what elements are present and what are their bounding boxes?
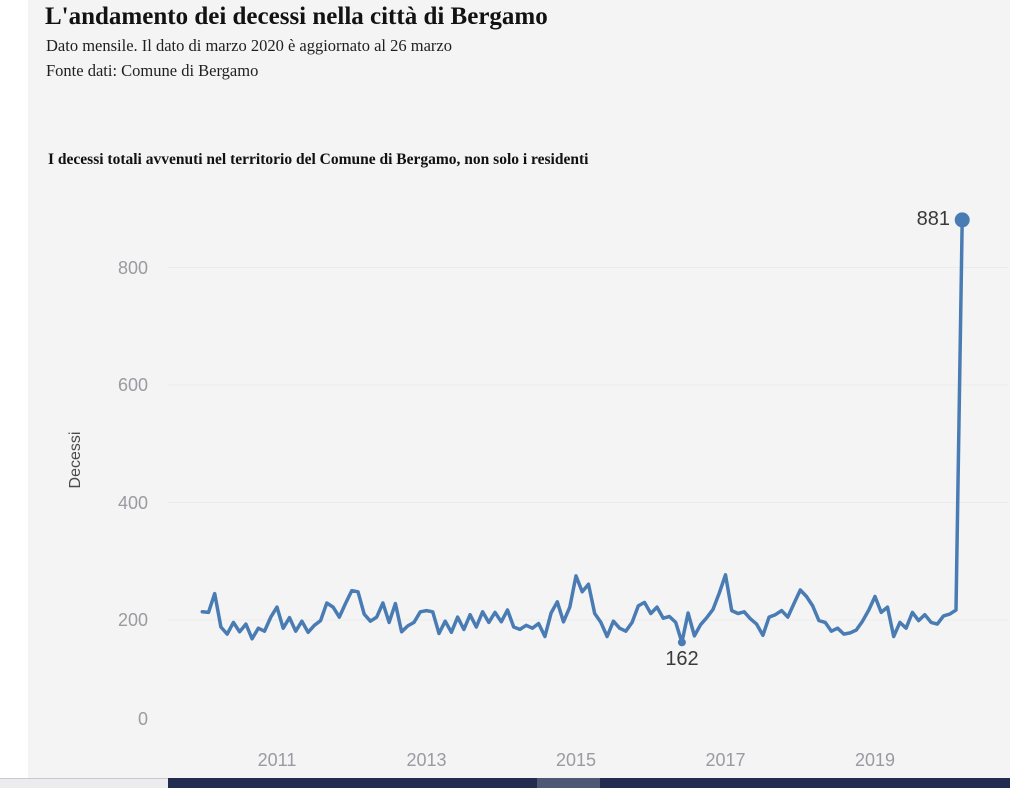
page-subtitle: Dato mensile. Il dato di marzo 2020 è ag… — [46, 36, 452, 55]
annotation-min-value: 162 — [665, 648, 699, 670]
y-tick-label: 0 — [137, 708, 148, 729]
x-tick-label: 2011 — [257, 750, 297, 770]
scrollbar-track[interactable] — [168, 778, 1010, 788]
x-tick-label: 2013 — [406, 750, 447, 770]
y-tick-label: 400 — [117, 492, 148, 513]
y-tick-label: 200 — [117, 610, 148, 630]
scrollbar-gutter — [0, 778, 168, 788]
x-tick-label: 2017 — [705, 750, 746, 770]
y-tick-label: 600 — [117, 375, 148, 395]
y-tick-label: 800 — [117, 257, 148, 278]
scrollbar-thumb[interactable] — [537, 778, 600, 788]
chart-heading: I decessi totali avvenuti nel territorio… — [48, 151, 589, 168]
x-tick-label: 2019 — [854, 750, 896, 770]
x-tick-label: 2015 — [555, 750, 597, 770]
page-title: L'andamento dei decessi nella città di B… — [45, 3, 548, 30]
bottom-scrollbar — [0, 778, 1033, 788]
y-axis-title: Decessi — [67, 431, 84, 489]
data-source-note: Fonte dati: Comune di Bergamo — [46, 61, 259, 80]
chart-panel — [28, 0, 1010, 778]
annotation-max-value: 881 — [916, 208, 950, 230]
